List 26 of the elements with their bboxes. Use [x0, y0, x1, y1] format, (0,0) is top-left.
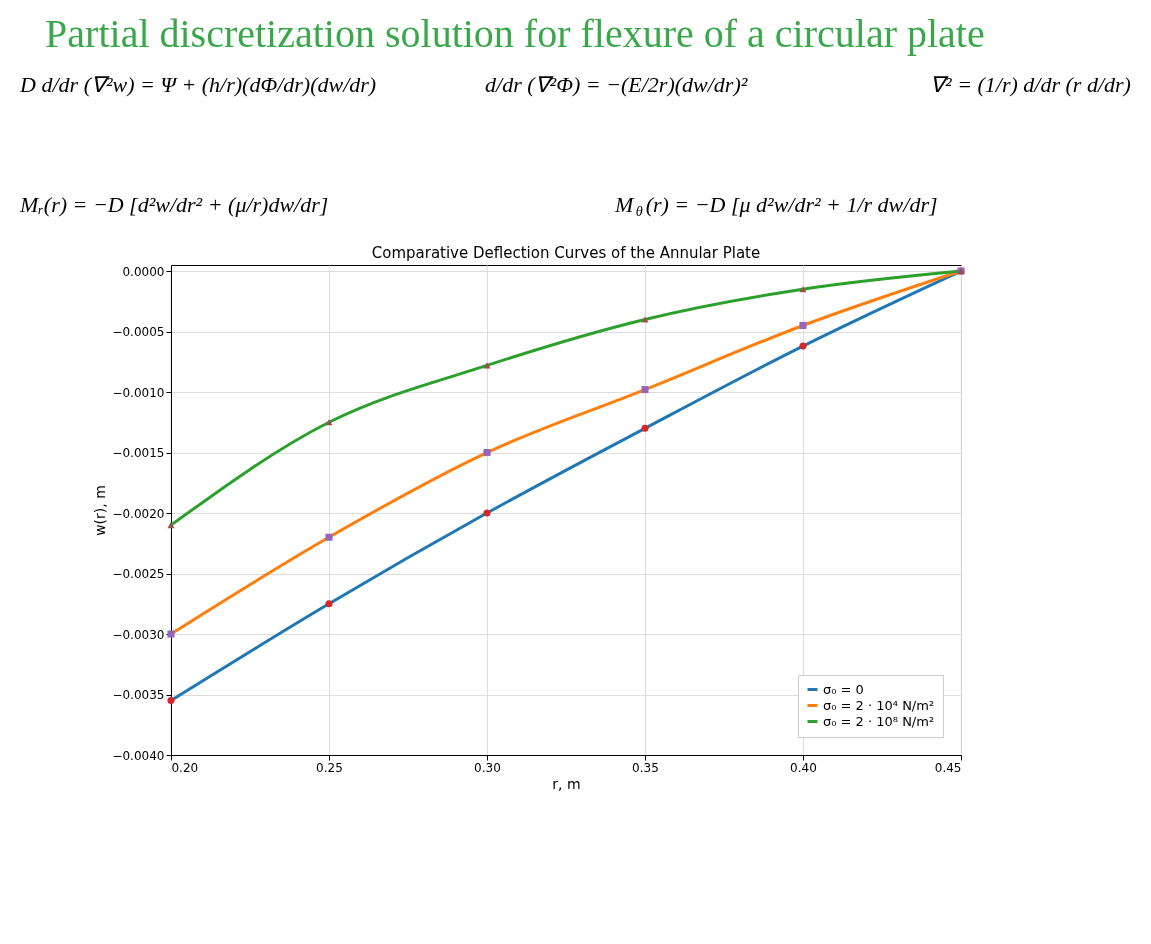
y-tick-label: −0.0035: [112, 688, 165, 703]
legend-label: σ₀ = 2 · 10⁴ N/m²: [822, 697, 935, 713]
x-tick-label: 0.35: [632, 760, 659, 775]
text: Mᵣ(r) = −D [d²w/dr² + (μ/r)dw/dr]: [19, 192, 329, 217]
text: D d/dr (∇²w) = Ψ + (h/r)(dΦ/dr)(dw/dr): [19, 72, 377, 97]
x-tick-label: 0.40: [790, 760, 817, 775]
chart-subtitle: Comparative Deflection Curves of the Annular Plate: [371, 244, 761, 262]
y-tick-label: −0.0015: [112, 446, 165, 461]
x-tick-label: 0.25: [316, 760, 343, 775]
y-tick-label: −0.0040: [112, 748, 165, 763]
chart-title: Partial discretization solution for flexure of a circular plate: [45, 11, 985, 56]
y-tick-label: −0.0020: [112, 506, 165, 521]
y-tick-label: −0.0025: [112, 567, 165, 582]
y-axis-title: w(r), m: [92, 485, 109, 536]
y-tick-label: 0.0000: [122, 264, 165, 279]
text: ∇² = (1/r) d/dr (r d/dr): [930, 72, 1131, 97]
legend-label: σ₀ = 0: [822, 681, 864, 697]
y-tick-label: −0.0010: [112, 385, 165, 400]
x-axis-title: r, m: [552, 775, 581, 792]
y-tick-label: −0.0030: [112, 627, 165, 642]
y-tick-label: −0.0005: [112, 325, 165, 340]
legend-label: σ₀ = 2 · 10⁸ N/m²: [822, 713, 935, 729]
x-tick-label: 0.45: [934, 760, 962, 775]
x-tick-label: 0.30: [474, 760, 501, 775]
text: d/dr (∇²Φ) = −(E/2r)(dw/dr)²: [485, 72, 748, 97]
x-tick-label: 0.20: [171, 760, 199, 775]
